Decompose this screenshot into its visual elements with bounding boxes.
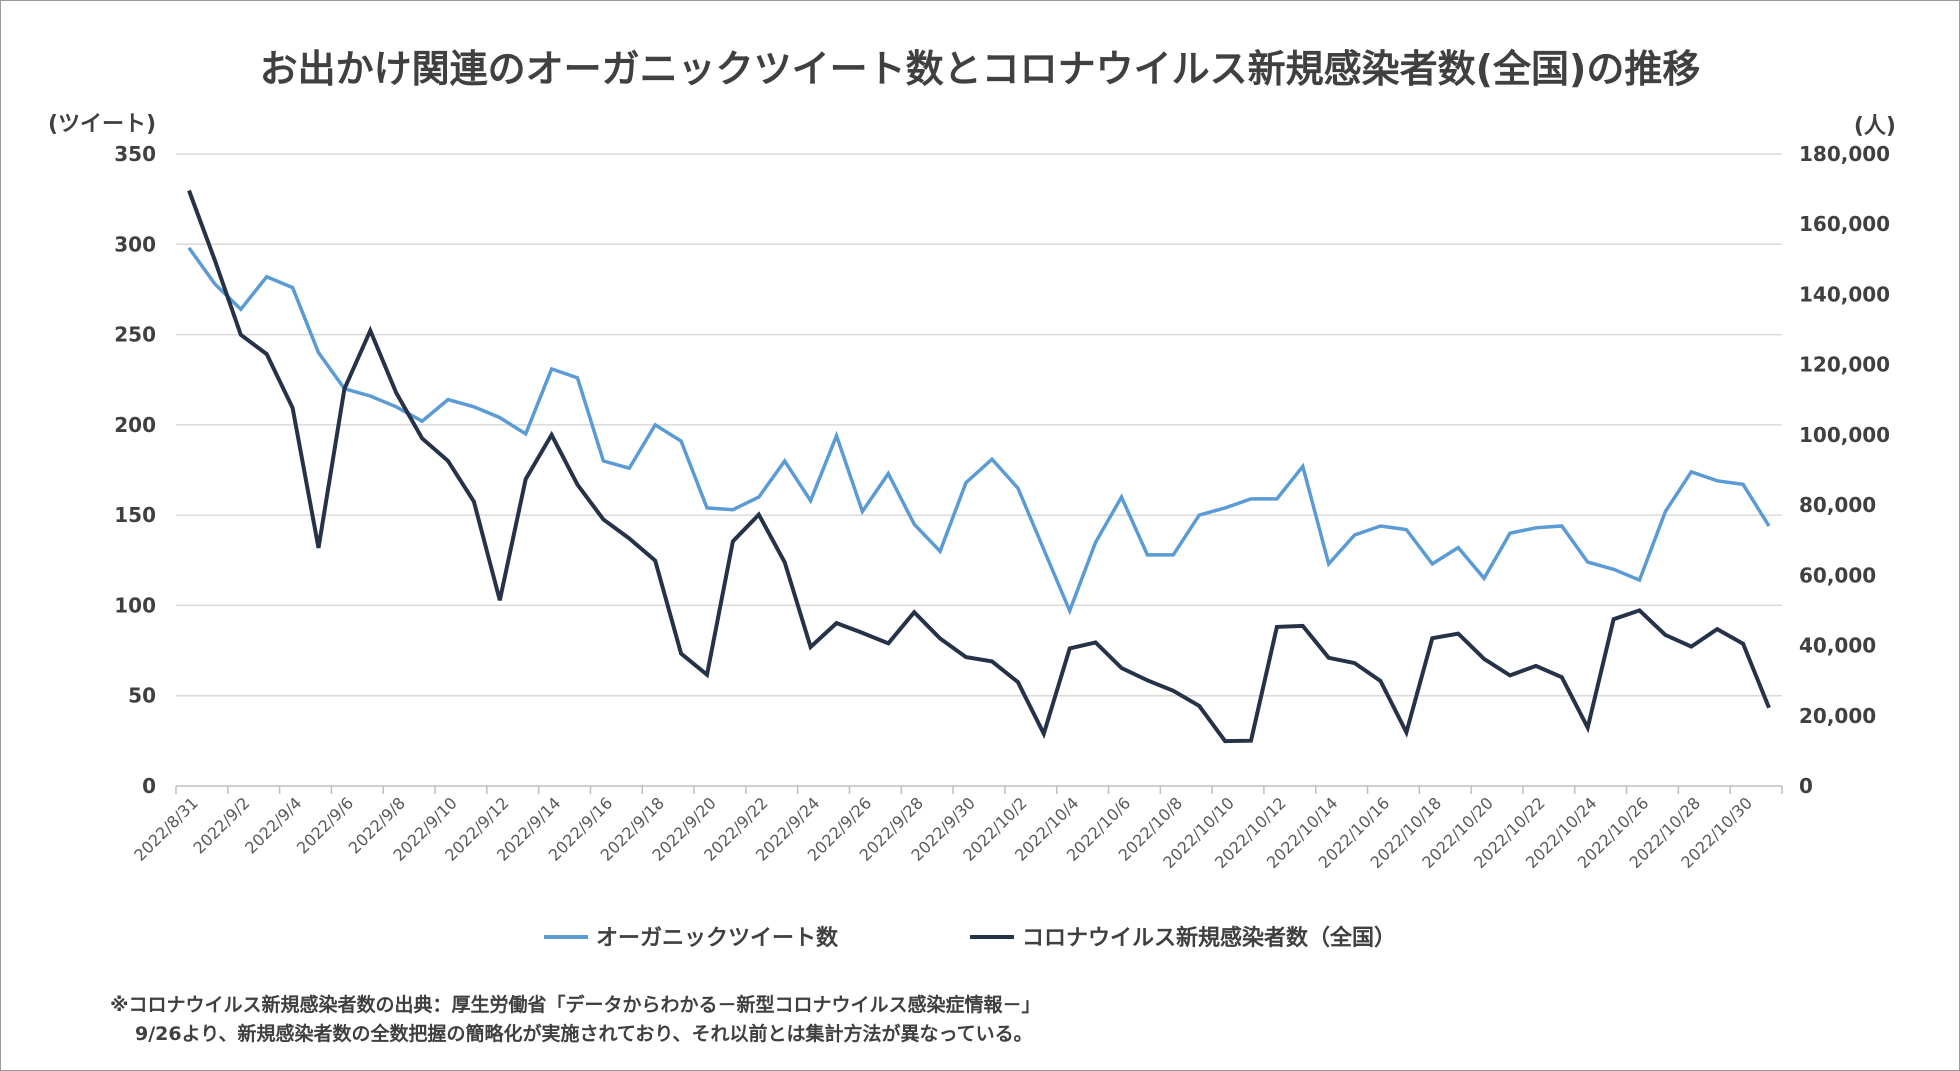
legend-item-tweets: オーガニックツイート数 xyxy=(544,925,839,951)
left-tick-label: 50 xyxy=(128,684,156,708)
right-tick-label: 20,000 xyxy=(1799,704,1876,728)
right-tick-label: 40,000 xyxy=(1799,634,1876,658)
legend: オーガニックツイート数 コロナウイルス新規感染者数（全国） xyxy=(544,925,1396,951)
right-axis-ticks: 0 20,000 40,000 60,000 80,000 100,000 120,000 1… xyxy=(1799,142,1890,798)
left-tick-label: 0 xyxy=(142,774,156,798)
right-tick-label: 180,000 xyxy=(1799,142,1890,166)
chart-title: お出かけ関連のオーガニックツイート数とコロナウイルス新規感染者数(全国)の推移 xyxy=(260,47,1701,91)
left-tick-label: 150 xyxy=(114,503,156,527)
grid xyxy=(176,153,1782,787)
legend-label: コロナウイルス新規感染者数（全国） xyxy=(1022,925,1396,951)
method-note: 9/26より、新規感染者数の全数把握の簡略化が実施されており、それ以前とは集計方… xyxy=(135,1023,1033,1045)
left-axis-ticks: 0 50 100 150 200 250 300 350 xyxy=(114,142,156,798)
right-tick-label: 100,000 xyxy=(1799,423,1890,447)
left-tick-label: 100 xyxy=(114,593,156,617)
right-tick-label: 0 xyxy=(1799,774,1813,798)
series-layer xyxy=(187,189,1771,744)
x-tick-label: 2022/8/31 xyxy=(130,793,201,864)
right-tick-label: 140,000 xyxy=(1799,282,1890,306)
right-tick-label: 60,000 xyxy=(1799,563,1876,587)
x-tick-label-group: 2022/8/31 xyxy=(130,793,201,864)
right-tick-label: 120,000 xyxy=(1799,353,1890,377)
legend-item-infections: コロナウイルス新規感染者数（全国） xyxy=(970,925,1396,951)
series-line-infections xyxy=(187,189,1771,744)
legend-label: オーガニックツイート数 xyxy=(596,925,839,951)
series-line-tweets xyxy=(187,246,1771,616)
x-axis: 2022/8/312022/9/22022/9/42022/9/62022/9/… xyxy=(130,786,1783,872)
right-tick-label: 80,000 xyxy=(1799,493,1876,517)
left-tick-label: 250 xyxy=(114,323,156,347)
right-axis-unit: (人) xyxy=(1854,114,1896,139)
source-note: ※コロナウイルス新規感染者数の出典：厚生労働省「データからわかる－新型コロナウイ… xyxy=(110,994,1041,1016)
left-tick-label: 350 xyxy=(114,142,156,166)
left-axis-unit: (ツイート) xyxy=(48,112,156,137)
right-tick-label: 160,000 xyxy=(1799,212,1890,236)
left-tick-label: 200 xyxy=(114,413,156,437)
left-tick-label: 300 xyxy=(114,232,156,256)
